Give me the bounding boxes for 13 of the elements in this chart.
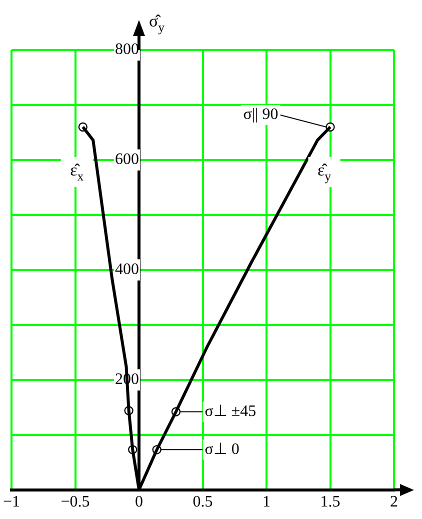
y-tick-label: 400 bbox=[115, 261, 140, 278]
x-tick-label: 0 bbox=[135, 494, 144, 511]
x-tick-label: 2 bbox=[390, 494, 398, 511]
y-tick-label: 800 bbox=[115, 41, 140, 58]
x-tick-label: 0.5 bbox=[192, 494, 213, 511]
y-tick-label: 600 bbox=[115, 151, 140, 168]
x-tick-label: 1 bbox=[262, 494, 271, 511]
x-tick-label: −0.5 bbox=[60, 494, 90, 511]
x-tick-label: −1 bbox=[2, 494, 20, 511]
annotation: σ|| 90 bbox=[243, 106, 278, 124]
annotation: σ⊥ ±45 bbox=[204, 402, 256, 420]
x-tick-label: 1.5 bbox=[320, 494, 340, 511]
annotation: σ⊥ 0 bbox=[204, 440, 240, 458]
